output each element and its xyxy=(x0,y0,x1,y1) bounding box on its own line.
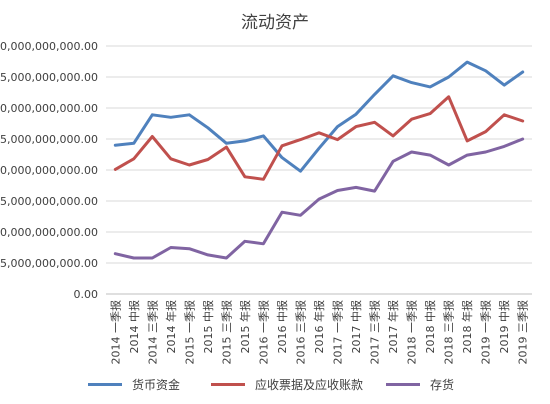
y-axis-tick-labels: 0.00 5,000,000,000.00 10,000,000,000.00 15,… xyxy=(0,40,98,301)
y-tick-label: 35,000,000,000.00 xyxy=(0,71,98,84)
x-tick-label: 2019 一季报 xyxy=(479,300,493,365)
x-tick-label: 2019 三季报 xyxy=(516,300,530,365)
legend-item-receivables: 应收票据及应收账款 xyxy=(211,374,363,394)
y-tick-label: 0.00 xyxy=(74,288,99,301)
series-lines xyxy=(113,60,525,260)
legend-swatch-cash xyxy=(88,382,122,386)
x-tick-label: 2014 年报 xyxy=(164,300,178,354)
x-tick-label: 2017 中报 xyxy=(349,300,363,354)
x-tick-label: 2016 三季报 xyxy=(293,300,307,365)
x-tick-label: 2018 中报 xyxy=(423,300,437,354)
x-tick-label: 2015 三季报 xyxy=(219,300,233,365)
y-tick-label: 15,000,000,000.00 xyxy=(0,195,98,208)
x-tick-label: 2016 年报 xyxy=(312,300,326,354)
x-tick-label: 2017 三季报 xyxy=(368,300,382,365)
y-tick-label: 10,000,000,000.00 xyxy=(0,226,98,239)
legend-label-receivables: 应收票据及应收账款 xyxy=(255,377,364,392)
legend-swatch-inventory xyxy=(386,382,420,386)
series-line-1 xyxy=(113,95,525,181)
x-tick-label: 2017 年报 xyxy=(386,300,400,354)
grid-lines xyxy=(106,45,532,295)
x-tick-label: 2014 三季报 xyxy=(145,300,159,365)
y-tick-label: 5,000,000,000.00 xyxy=(0,257,98,270)
legend-item-inventory: 存货 xyxy=(386,374,454,394)
x-tick-label: 2016 中报 xyxy=(275,300,289,354)
x-tick-label: 2015 年报 xyxy=(238,300,252,354)
x-tick-label: 2015 中报 xyxy=(201,300,215,354)
legend: 货币资金 应收票据及应收账款 存货 xyxy=(0,374,550,394)
x-tick-label: 2018 三季报 xyxy=(442,300,456,365)
chart-title: 流动资产 xyxy=(241,13,309,33)
y-tick-label: 20,000,000,000.00 xyxy=(0,164,98,177)
x-tick-label: 2018 一季报 xyxy=(405,300,419,365)
y-tick-label: 30,000,000,000.00 xyxy=(0,102,98,115)
legend-swatch-receivables xyxy=(211,382,245,386)
legend-item-cash: 货币资金 xyxy=(88,374,180,394)
x-tick-label: 2018 年报 xyxy=(460,300,474,354)
x-tick-label: 2016 一季报 xyxy=(256,300,270,365)
x-tick-label: 2015 一季报 xyxy=(182,300,196,365)
x-tick-label: 2017 一季报 xyxy=(331,300,345,365)
legend-label-inventory: 存货 xyxy=(430,377,455,392)
legend-label-cash: 货币资金 xyxy=(132,377,181,392)
x-tick-label: 2019 中报 xyxy=(497,300,511,354)
series-line-0 xyxy=(113,60,525,173)
x-tick-label: 2014 一季报 xyxy=(108,300,122,365)
y-tick-label: 40,000,000,000.00 xyxy=(0,40,98,53)
x-axis-tick-labels: 2014 一季报 2014 中报 2014 三季报 2014 年报 2015 一季报 20… xyxy=(108,300,529,365)
x-tick-label: 2014 中报 xyxy=(127,300,141,354)
y-tick-label: 25,000,000,000.00 xyxy=(0,133,98,146)
series-line-2 xyxy=(113,137,525,260)
